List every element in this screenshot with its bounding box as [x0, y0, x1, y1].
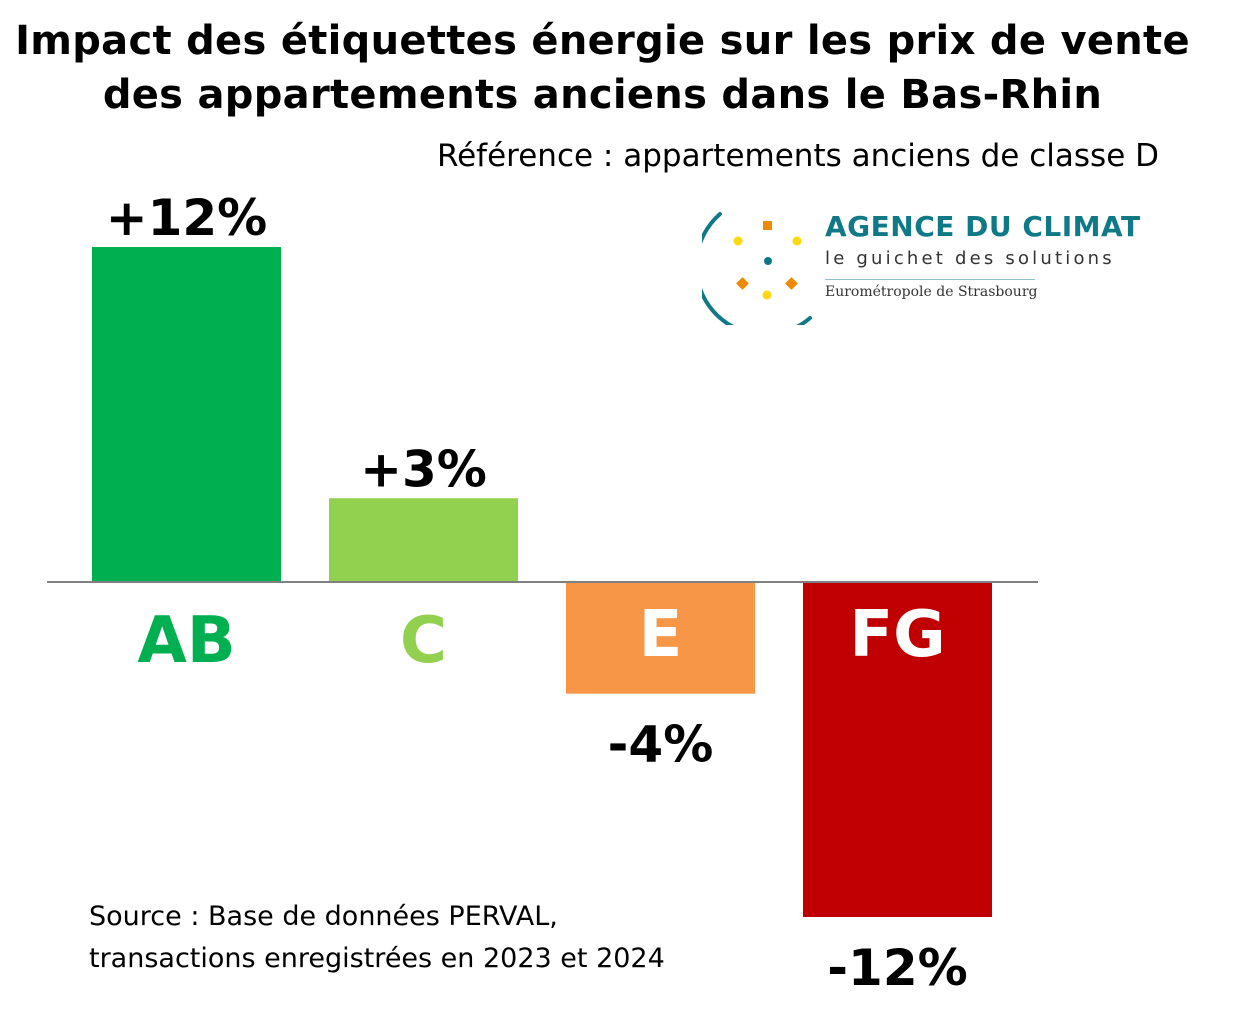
value-label: -12%: [827, 939, 967, 997]
category-label: E: [639, 598, 683, 672]
bar-c: [329, 498, 518, 582]
source-line-1: Source : Base de données PERVAL,: [89, 901, 558, 932]
source-line-2: transactions enregistrées en 2023 et 202…: [89, 943, 665, 974]
value-label: -4%: [608, 716, 714, 774]
category-label: C: [400, 604, 447, 678]
category-label: FG: [849, 598, 945, 672]
logo-divider: [825, 279, 1035, 280]
title-line-1: Impact des étiquettes énergie sur les pr…: [15, 18, 1190, 64]
logo-name: AGENCE DU CLIMAT: [825, 210, 1141, 243]
value-label: +3%: [360, 440, 487, 498]
bar-fg: [803, 582, 992, 917]
category-label: AB: [137, 604, 235, 678]
title-line-2: des appartements anciens dans le Bas-Rhi…: [102, 72, 1103, 118]
logo-tagline: le guichet des solutions: [825, 248, 1115, 269]
agence-du-climat-logo: AGENCE DU CLIMAT le guichet des solution…: [702, 210, 1142, 325]
logo-subtitle: Eurométropole de Strasbourg: [825, 284, 1038, 300]
source-note: Source : Base de données PERVAL, transac…: [89, 896, 665, 980]
bar-ab: [92, 247, 281, 582]
logo-emblem-icon: [702, 212, 812, 325]
bar-e: [566, 582, 755, 694]
chart-title: Impact des étiquettes énergie sur les pr…: [0, 14, 1205, 122]
value-label: +12%: [106, 189, 268, 247]
chart-subtitle: Référence : appartements anciens de clas…: [436, 138, 1159, 174]
